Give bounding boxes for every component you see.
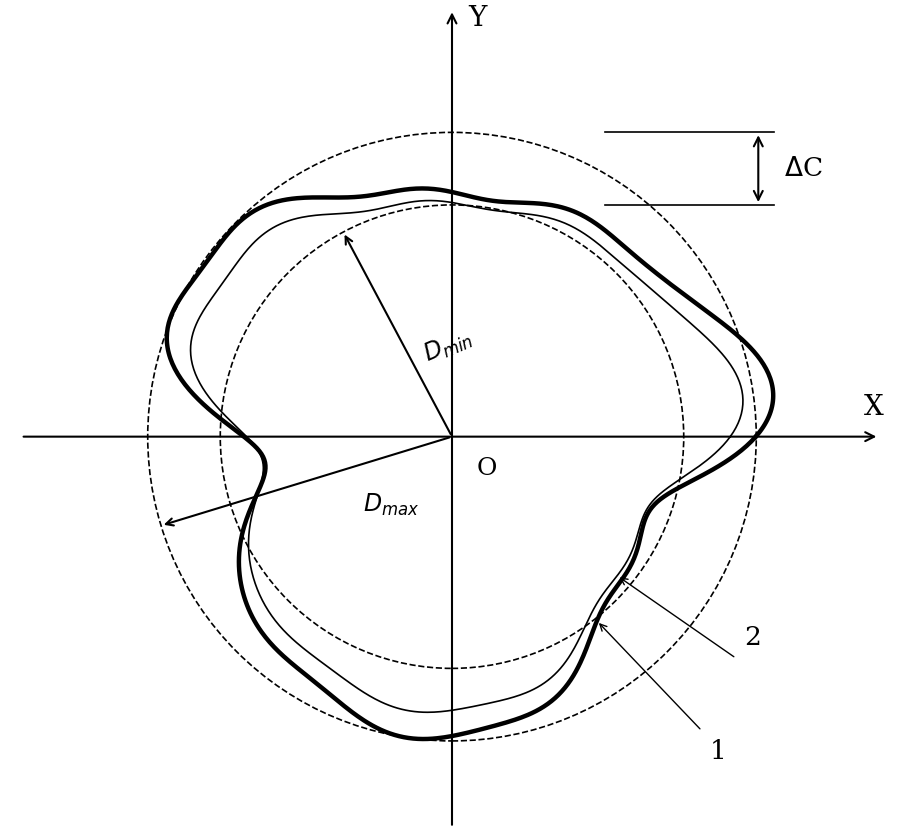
- Text: $D_{min}$: $D_{min}$: [419, 325, 476, 368]
- Text: $D_{max}$: $D_{max}$: [363, 492, 419, 518]
- Text: 2: 2: [743, 626, 760, 651]
- Text: X: X: [862, 393, 882, 421]
- Text: 1: 1: [709, 739, 726, 764]
- Text: Y: Y: [468, 6, 486, 32]
- Text: $\Delta$C: $\Delta$C: [784, 156, 823, 181]
- Text: O: O: [476, 456, 496, 480]
